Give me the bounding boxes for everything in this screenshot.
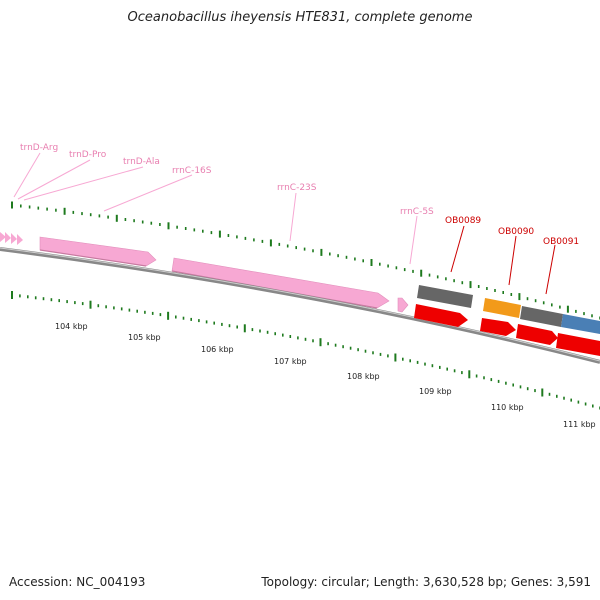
scale-label-106: 106 kbp — [201, 345, 234, 354]
label-trnD-Ala[interactable]: trnD-Ala — [123, 157, 160, 167]
label-OB0091[interactable]: OB0091 — [543, 237, 579, 247]
label-OB0090[interactable]: OB0090 — [498, 227, 534, 237]
scale-label-108: 108 kbp — [347, 372, 380, 381]
genome-summary-text: Topology: circular; Length: 3,630,528 bp… — [261, 575, 591, 589]
scale-label-109: 109 kbp — [419, 387, 452, 396]
scale-label-110: 110 kbp — [491, 403, 524, 412]
genome-backbone-highlight — [0, 247, 600, 362]
rrnC-23S-feature[interactable] — [171, 257, 390, 309]
genome-backbone — [0, 247, 600, 364]
rrnC-16S-feature[interactable] — [39, 236, 157, 267]
genome-title: Oceanobacillus iheyensis HTE831, complet… — [127, 10, 473, 25]
outer-tick-ring — [11, 201, 600, 320]
OB0091-cds-arrow[interactable] — [516, 324, 558, 345]
rna-leader-lines — [13, 152, 418, 265]
label-rrnC-5S[interactable]: rrnC-5S — [400, 207, 434, 217]
trna-arrow[interactable] — [17, 234, 23, 245]
OB0089-block[interactable] — [417, 285, 473, 308]
inner-tick-ring — [11, 291, 600, 410]
accession-text: Accession: NC_004193 — [9, 575, 146, 589]
label-rrnC-16S[interactable]: rrnC-16S — [172, 166, 212, 176]
rrnC-5S-feature[interactable] — [397, 297, 409, 313]
label-rrnC-23S[interactable]: rrnC-23S — [277, 183, 317, 193]
scale-label-104: 104 kbp — [55, 322, 88, 331]
OB0091-block[interactable] — [520, 306, 563, 327]
trna-arrow[interactable] — [11, 233, 17, 244]
scale-label-111: 111 kbp — [563, 420, 596, 429]
label-OB0089[interactable]: OB0089 — [445, 216, 481, 226]
OB0090-cds-arrow[interactable] — [480, 318, 516, 336]
OB0089-cds-arrow[interactable] — [414, 304, 468, 327]
scale-label-105: 105 kbp — [128, 333, 161, 342]
scale-label-107: 107 kbp — [274, 357, 307, 366]
rrnC-16S-shadow — [39, 249, 147, 267]
OB0090-block[interactable] — [483, 298, 521, 318]
trna-arrow-cluster[interactable] — [0, 232, 23, 245]
cds-leader-lines — [450, 225, 556, 295]
trna-arrow[interactable] — [5, 232, 11, 243]
label-trnD-Arg[interactable]: trnD-Arg — [20, 143, 58, 153]
OB0092-block[interactable] — [561, 314, 600, 334]
label-trnD-Pro[interactable]: trnD-Pro — [69, 150, 107, 160]
trna-arrow[interactable] — [0, 232, 6, 242]
OB0092-cds-arrow[interactable] — [556, 333, 600, 356]
